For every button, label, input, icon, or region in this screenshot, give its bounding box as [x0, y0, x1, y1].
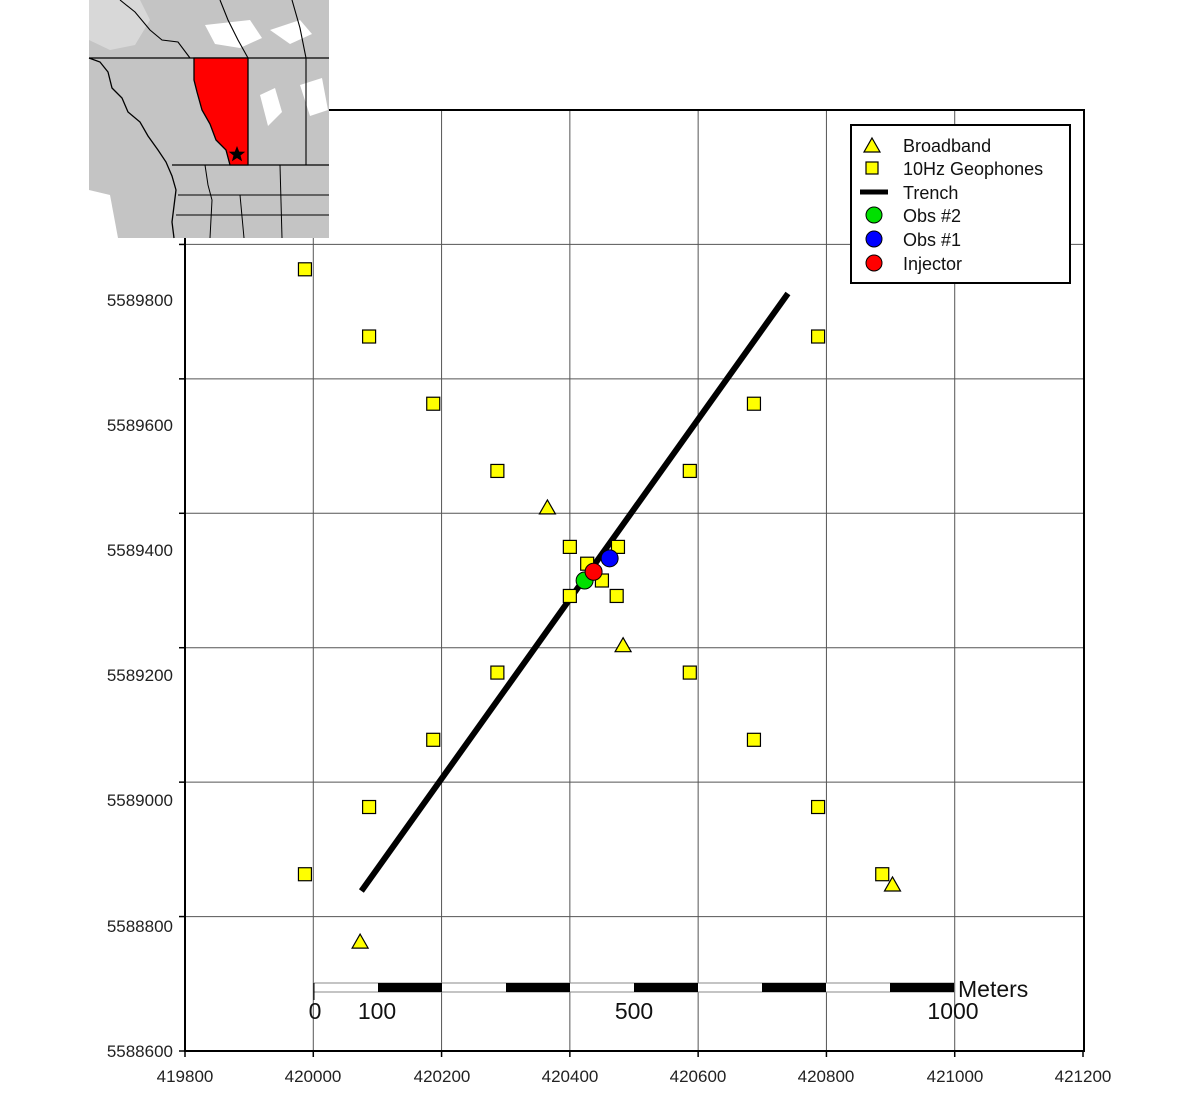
legend-item-trench: Trench	[860, 183, 958, 203]
geophone-marker	[746, 732, 762, 747]
injector-marker	[584, 562, 603, 581]
geophone-marker	[426, 396, 441, 411]
scale-bar-segment	[762, 983, 826, 992]
legend-item-geophones: 10Hz Geophones	[865, 159, 1043, 179]
legend-box	[850, 124, 1071, 284]
legend-item-broadband: Broadband	[862, 136, 991, 156]
inset-boundary	[119, 0, 191, 59]
legend-label: Broadband	[903, 136, 991, 156]
legend-item-injector: Injector	[865, 254, 962, 274]
inset-boundary	[291, 0, 307, 59]
inset-water	[260, 88, 282, 126]
geophone-marker	[426, 732, 441, 747]
legend-label: Obs #1	[903, 230, 961, 250]
y-tick-label: 5588600	[107, 1042, 173, 1061]
scale-bar-unit: Meters	[958, 976, 1028, 1002]
scale-bar: Meters 0 100 500 1000	[309, 976, 1029, 1024]
y-tick-label: 5589200	[107, 666, 173, 685]
legend: Broadband 10Hz Geophones Trench Obs #2 O…	[850, 124, 1071, 284]
inset-boundary	[279, 164, 283, 239]
y-tick-label: 5588800	[107, 917, 173, 936]
obs1-marker	[600, 549, 619, 568]
inset-water	[300, 78, 328, 116]
inset-water	[89, 190, 118, 238]
x-tick-label: 419800	[157, 1067, 214, 1086]
y-tick-label: 5589600	[107, 416, 173, 435]
scale-bar-segment	[506, 983, 570, 992]
x-tick-label: 420800	[798, 1067, 855, 1086]
geophone-marker	[810, 799, 826, 815]
broadband-layer	[351, 498, 902, 949]
legend-label: 10Hz Geophones	[903, 159, 1043, 179]
geophone-marker	[490, 665, 505, 680]
legend-label: Trench	[903, 183, 958, 203]
scale-bar-segment	[890, 983, 954, 992]
y-tick-label: 5589400	[107, 541, 173, 560]
circle-icon	[865, 254, 883, 272]
x-tick-label: 420000	[285, 1067, 342, 1086]
scale-bar-label: 100	[358, 998, 396, 1024]
inset-water	[205, 20, 262, 48]
inset-boundary	[219, 0, 249, 59]
x-tick-label: 420400	[542, 1067, 599, 1086]
geophone-marker	[610, 539, 626, 554]
broadband-marker	[614, 636, 633, 653]
geophone-marker	[609, 588, 624, 604]
geophone-marker	[297, 867, 313, 882]
legend-item-obs1: Obs #1	[865, 230, 961, 250]
inset-boundary	[204, 164, 213, 239]
circle-icon	[865, 206, 883, 224]
x-tick-label: 420600	[670, 1067, 727, 1086]
geophone-marker	[746, 396, 762, 411]
scale-bar-label: 0	[309, 998, 322, 1024]
scale-bar-segment	[378, 983, 442, 992]
legend-label: Injector	[903, 254, 962, 274]
square-icon	[865, 161, 879, 175]
scale-bar-label: 500	[615, 998, 653, 1024]
y-axis: 5588600 5588800 5589000 5589200 5589400 …	[107, 291, 173, 1061]
geophone-marker	[562, 588, 577, 604]
scale-bar-label: 1000	[927, 998, 978, 1024]
geophone-marker	[361, 799, 377, 815]
geophone-marker	[562, 539, 577, 554]
geophone-marker	[810, 329, 826, 344]
x-tick-label: 420200	[414, 1067, 471, 1086]
geophone-marker	[682, 665, 697, 680]
x-tick-label: 421000	[927, 1067, 984, 1086]
broadband-marker	[883, 875, 902, 892]
triangle-icon	[862, 136, 882, 153]
inset-coastline	[88, 57, 177, 239]
geophone-marker	[490, 463, 505, 479]
geophone-marker	[361, 329, 377, 344]
circle-icon	[865, 230, 883, 248]
star-icon	[228, 146, 246, 162]
geophone-marker	[297, 262, 313, 277]
inset-map	[88, 0, 329, 239]
legend-label: Obs #2	[903, 206, 961, 226]
y-tick-label: 5589800	[107, 291, 173, 310]
geophone-marker	[682, 463, 697, 479]
map-frame	[184, 109, 1085, 1052]
inset-highlighted-province	[193, 57, 249, 166]
x-tick-label: 421200	[1055, 1067, 1112, 1086]
y-tick-label: 5589000	[107, 791, 173, 810]
legend-item-obs2: Obs #2	[865, 206, 961, 226]
well-layer	[575, 549, 619, 590]
broadband-marker	[351, 932, 370, 949]
broadband-marker	[538, 498, 557, 515]
geophone-marker	[875, 867, 890, 882]
scale-bar-segment	[634, 983, 698, 992]
x-axis: 419800 420000 420200 420400 420600 42080…	[157, 1067, 1112, 1086]
